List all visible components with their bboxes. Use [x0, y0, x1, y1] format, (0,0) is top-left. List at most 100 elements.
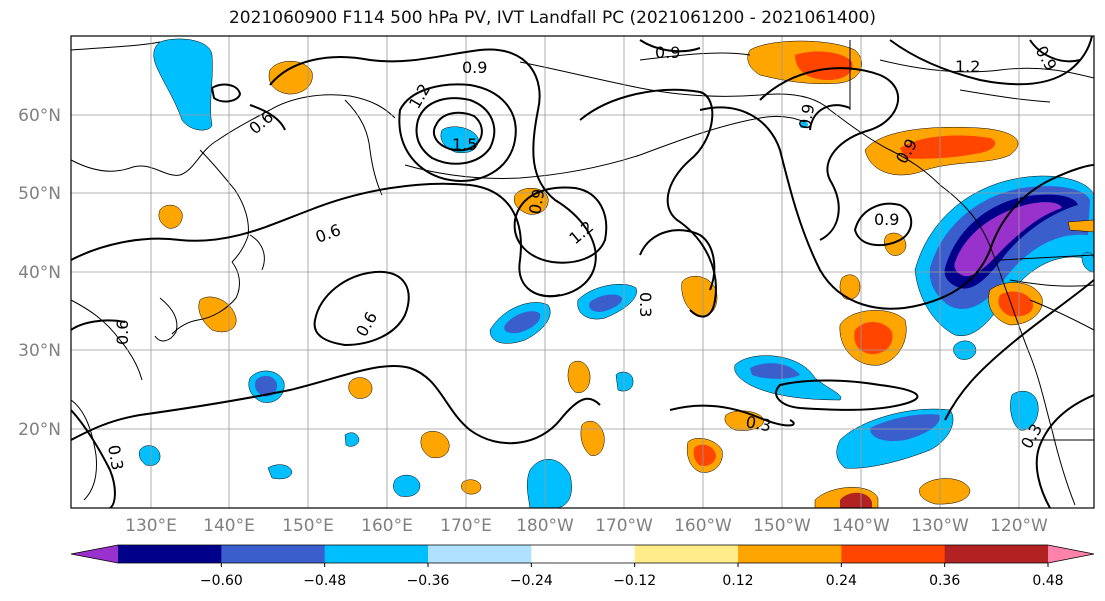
- positive-anomaly-region: [198, 296, 237, 333]
- na-border: [1029, 299, 1094, 331]
- contour-line: [989, 164, 1094, 251]
- contour-line: [1035, 394, 1094, 508]
- colorbar-tick-label: −0.12: [613, 573, 656, 589]
- positive-anomaly-region: [420, 431, 450, 459]
- colorbar-tick-label: 0.12: [722, 573, 753, 589]
- contour-label: 0.3: [744, 412, 772, 435]
- negative-anomaly-region: [393, 474, 421, 497]
- lat-label: 20°N: [18, 420, 61, 440]
- korea-coastline: [154, 297, 178, 342]
- lon-label: 130°E: [125, 516, 177, 536]
- colorbar-tick-label: −0.48: [303, 573, 346, 589]
- longitude-labels: 130°E 140°E 150°E 160°E 170°E 180°W 170°…: [125, 516, 1048, 536]
- contour-line: [71, 182, 561, 298]
- contour-line: [639, 229, 716, 291]
- japan-coastline: [249, 234, 265, 271]
- contour-line: [853, 202, 913, 247]
- positive-anomaly-region: [1067, 219, 1094, 233]
- lat-label: 60°N: [18, 106, 61, 126]
- japan-coastline: [171, 261, 240, 335]
- negative-anomaly-region: [440, 126, 479, 154]
- contour-label: 0.6: [113, 320, 132, 345]
- positive-anomaly-region: [854, 321, 893, 355]
- contour-line: [398, 83, 517, 182]
- lon-label: 130°W: [911, 516, 969, 536]
- china-coastline: [71, 299, 143, 381]
- contour-line: [775, 379, 919, 411]
- colorbar-tick-label: 0.24: [826, 573, 857, 589]
- positive-anomaly-region: [693, 444, 716, 466]
- gridlines: [71, 36, 1094, 508]
- negative-anomaly-region: [254, 375, 278, 397]
- contours: [71, 36, 1094, 508]
- colorbar-segment: [324, 545, 429, 563]
- contour-line: [1029, 39, 1081, 63]
- contour-line: [513, 186, 608, 264]
- lon-label: 180°W: [516, 516, 574, 536]
- pv-shading: [139, 38, 1094, 508]
- lon-label: 140°E: [203, 516, 255, 536]
- lon-label: 170°E: [440, 516, 492, 536]
- contour-line: [313, 270, 410, 347]
- negative-anomaly-region: [800, 121, 808, 129]
- negative-anomaly-region: [1081, 252, 1094, 273]
- colorbar-tick-label: −0.24: [510, 573, 553, 589]
- contour-label: 0.3: [636, 292, 655, 317]
- contour-line: [889, 36, 1093, 86]
- colorbar-segment: [634, 545, 739, 563]
- positive-anomaly-region: [840, 492, 872, 508]
- lat-label: 50°N: [18, 184, 61, 204]
- colorbar-outline: [70, 544, 1095, 564]
- positive-anomaly-region: [900, 135, 996, 159]
- latitude-labels: 60°N 50°N 40°N 30°N 20°N: [18, 106, 61, 440]
- map-border: [70, 35, 1095, 509]
- positive-anomaly-region: [268, 61, 313, 95]
- contour-line: [71, 319, 126, 331]
- contour-label: 0.9: [525, 187, 548, 215]
- colorbar-extend-high: [1048, 545, 1094, 563]
- colorbar-segment: [221, 545, 326, 563]
- positive-anomaly-region: [567, 360, 591, 393]
- negative-anomaly-region: [527, 459, 572, 508]
- contour-label: 1.2: [955, 57, 980, 76]
- contour-line: [71, 365, 601, 445]
- negative-anomaly-region: [589, 294, 623, 312]
- arctic-coast: [71, 41, 161, 51]
- positive-anomaly-region: [839, 274, 861, 300]
- colorbar-segment: [944, 545, 1049, 563]
- positive-anomaly-region: [998, 291, 1034, 317]
- negative-anomaly-region: [750, 363, 800, 379]
- colorbar-tick-label: −0.60: [200, 573, 243, 589]
- positive-anomaly-region: [158, 204, 183, 229]
- arctic-coast: [639, 52, 751, 61]
- contour-line: [249, 104, 286, 131]
- map-title: 2021060900 F114 500 hPa PV, IVT Landfall…: [228, 8, 876, 28]
- colorbar-segment: [738, 545, 842, 563]
- positive-anomaly-region: [681, 275, 718, 317]
- china-coastline: [71, 399, 97, 501]
- negative-anomaly-region: [344, 432, 360, 447]
- contour-line: [71, 409, 116, 508]
- contour-line: [639, 39, 701, 53]
- contour-line: [944, 279, 1094, 421]
- colorbar-extend-low: [71, 545, 118, 563]
- lon-label: 160°E: [361, 516, 413, 536]
- contour-line: [579, 88, 717, 318]
- na-border: [999, 254, 1094, 261]
- contour-label: 1.5: [452, 135, 477, 154]
- lon-label: 120°W: [990, 516, 1048, 536]
- lon-label: 150°W: [753, 516, 811, 536]
- negative-anomaly-region: [954, 202, 1062, 277]
- contour-line: [269, 48, 597, 298]
- negative-anomaly-region: [870, 414, 941, 442]
- positive-anomaly-region: [348, 377, 373, 399]
- contour-line: [759, 67, 900, 241]
- arctic-coast: [959, 89, 1051, 103]
- asia-coastline: [71, 94, 396, 176]
- kamchatka-coastline: [344, 99, 383, 196]
- contour-label: 0.9: [462, 58, 487, 77]
- contour-label: 0.3: [104, 443, 127, 471]
- contour-label: 0.9: [874, 210, 899, 229]
- negative-anomaly-region: [504, 311, 541, 334]
